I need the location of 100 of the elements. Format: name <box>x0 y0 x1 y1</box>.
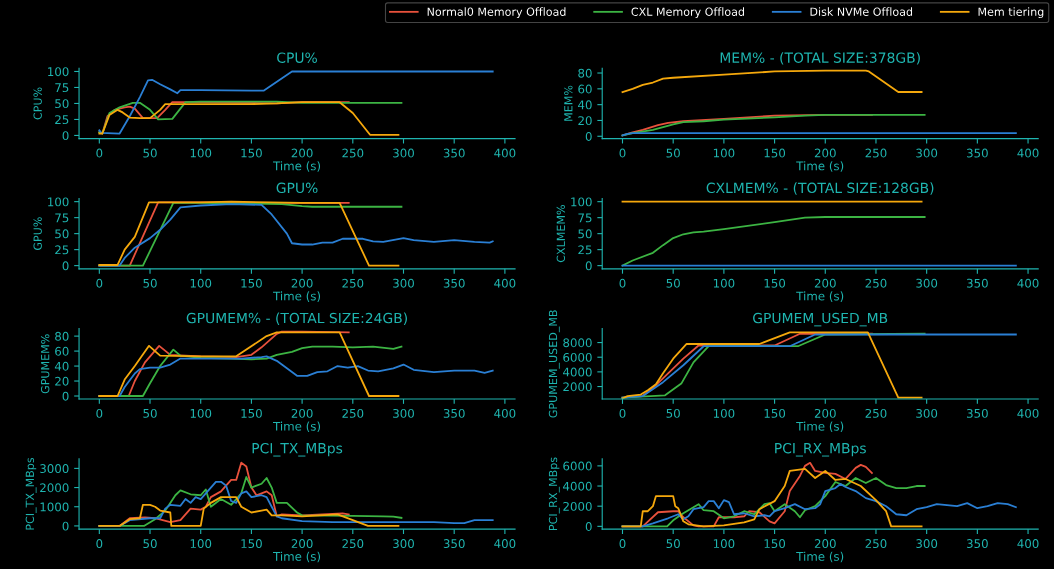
y-tick-label: 3000 <box>40 464 69 474</box>
x-tick-label: 0 <box>619 278 626 288</box>
x-tick-label: 50 <box>666 408 680 418</box>
x-tick-label: 50 <box>666 539 680 549</box>
x-tick-label: 200 <box>814 148 836 158</box>
y-tick-label: 0 <box>62 391 69 401</box>
x-tick-label: 150 <box>764 408 786 418</box>
x-tick-label: 200 <box>291 408 313 418</box>
x-tick-label: 0 <box>96 148 103 158</box>
y-tick-label: 50 <box>55 99 69 109</box>
x-tick-label: 0 <box>96 278 103 288</box>
x-tick-label: 250 <box>865 148 887 158</box>
y-axis-title: CPU% <box>33 87 42 120</box>
x-tick-label: 150 <box>764 148 786 158</box>
x-tick-label: 200 <box>291 148 313 158</box>
x-tick-label: 150 <box>764 278 786 288</box>
x-tick-label: 350 <box>443 408 465 418</box>
x-tick-label: 300 <box>393 278 414 288</box>
x-tick-label: 400 <box>494 408 516 418</box>
y-axis-title: MEM% <box>564 85 573 121</box>
x-tick-label: 300 <box>393 148 414 158</box>
y-tick-label: 75 <box>55 83 69 93</box>
y-tick-label: 100 <box>571 197 592 207</box>
x-tick-label: 350 <box>443 148 465 158</box>
y-axis-title: GPU% <box>33 217 42 251</box>
chart-title: CXLMEM% - (TOTAL SIZE:128GB) <box>706 182 934 195</box>
x-tick-label: 400 <box>1017 408 1039 418</box>
y-tick-label: 0 <box>585 132 592 141</box>
x-tick-label: 50 <box>143 539 157 549</box>
y-axis-title: GPUMEM% <box>40 334 50 394</box>
x-tick-label: 150 <box>764 539 786 549</box>
x-tick-label: 400 <box>1017 148 1039 158</box>
x-tick-label: 200 <box>291 539 313 549</box>
y-axis-title: PCI_RX_MBps <box>548 457 560 531</box>
x-tick-label: 400 <box>1017 539 1039 549</box>
x-tick-label: 150 <box>241 539 262 549</box>
x-tick-label: 250 <box>865 278 887 288</box>
x-axis-title: Time (s) <box>796 551 844 563</box>
chart-title: GPUMEM% - (TOTAL SIZE:24GB) <box>186 312 407 325</box>
x-axis-title: Time (s) <box>796 161 844 172</box>
y-tick-label: 0 <box>62 521 69 531</box>
x-tick-label: 50 <box>143 408 157 418</box>
x-tick-label: 250 <box>342 148 364 158</box>
y-tick-label: 0 <box>585 261 592 271</box>
chart-title: GPUMEM_USED_MB <box>753 312 888 327</box>
x-tick-label: 50 <box>143 148 157 158</box>
y-tick-label: 0 <box>585 522 592 531</box>
y-tick-label: 20 <box>55 376 69 386</box>
y-tick-label: 50 <box>55 229 69 239</box>
y-tick-label: 75 <box>55 213 69 223</box>
x-tick-label: 350 <box>443 278 465 288</box>
x-tick-label: 300 <box>393 539 414 549</box>
x-tick-label: 350 <box>966 278 988 288</box>
y-tick-label: 2000 <box>563 501 592 511</box>
x-tick-label: 200 <box>291 278 313 288</box>
y-tick-label: 80 <box>55 331 69 341</box>
x-tick-label: 300 <box>916 408 938 418</box>
y-tick-label: 100 <box>48 197 69 207</box>
y-tick-label: 25 <box>578 245 592 255</box>
x-tick-label: 400 <box>494 148 516 158</box>
x-tick-label: 250 <box>342 408 364 418</box>
x-tick-label: 0 <box>619 408 626 418</box>
x-tick-label: 400 <box>1017 278 1039 288</box>
x-tick-label: 350 <box>966 408 988 418</box>
y-tick-label: 0 <box>62 131 69 141</box>
y-tick-label: 40 <box>578 100 592 110</box>
chart-title: GPU% <box>276 182 318 194</box>
y-tick-label: 75 <box>578 213 592 223</box>
x-tick-label: 200 <box>814 408 836 418</box>
x-tick-label: 100 <box>713 408 735 418</box>
y-tick-label: 4000 <box>563 481 592 491</box>
x-axis-title: Time (s) <box>273 551 321 563</box>
x-tick-label: 150 <box>241 278 262 288</box>
y-tick-label: 6000 <box>563 352 592 362</box>
y-tick-label: 25 <box>55 115 69 125</box>
x-tick-label: 50 <box>666 148 680 158</box>
y-tick-label: 20 <box>578 116 592 126</box>
x-tick-label: 0 <box>619 539 626 549</box>
x-tick-label: 350 <box>966 539 988 549</box>
y-tick-label: 50 <box>578 229 592 239</box>
x-tick-label: 400 <box>494 278 516 288</box>
x-tick-label: 50 <box>143 278 157 288</box>
y-tick-label: 6000 <box>563 461 592 471</box>
legend-label: Disk NVMe Offload <box>810 7 913 16</box>
x-tick-label: 250 <box>865 539 887 549</box>
chart-title: PCI_TX_MBps <box>252 442 343 457</box>
x-tick-label: 350 <box>443 539 465 549</box>
y-tick-label: 60 <box>55 346 69 356</box>
x-axis-title: Time (s) <box>273 161 321 172</box>
legend-label: Normal0 Memory Offload <box>427 7 566 19</box>
x-tick-label: 100 <box>190 148 212 158</box>
x-tick-label: 300 <box>916 148 938 158</box>
y-tick-label: 60 <box>578 84 592 94</box>
chart-title: PCI_RX_MBps <box>775 442 866 457</box>
x-tick-label: 250 <box>865 408 887 418</box>
x-tick-label: 300 <box>393 408 414 418</box>
x-tick-label: 350 <box>966 148 988 158</box>
chart-title: CPU% <box>277 52 317 63</box>
x-tick-label: 150 <box>241 408 262 418</box>
x-axis-title: Time (s) <box>796 421 844 433</box>
